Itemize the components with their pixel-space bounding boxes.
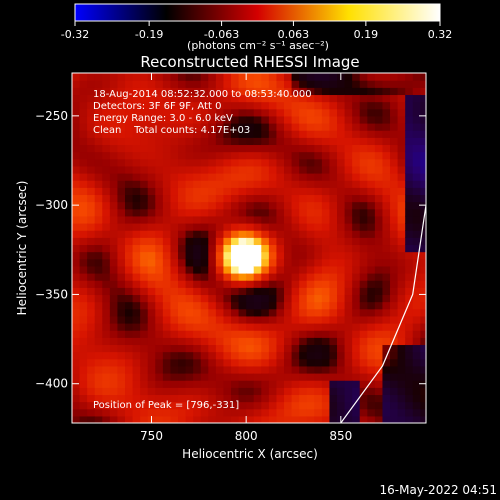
colorbar-tick-label: 0.19	[354, 28, 379, 41]
peak-position-label: Position of Peak = [796,-331]	[93, 400, 239, 411]
x-axis-label: Heliocentric X (arcsec)	[182, 447, 318, 461]
annotation-time-range: 18-Aug-2014 08:52:32.000 to 08:53:40.000	[93, 89, 312, 100]
chart-title: Reconstructed RHESSI Image	[140, 53, 359, 71]
colorbar-tick-label: 0.063	[278, 28, 310, 41]
colorbar-ticks: -0.32 -0.19 -0.063 0.063 0.19 0.32	[61, 21, 452, 41]
x-tick-label: 750	[140, 429, 163, 443]
y-tick-label: −250	[35, 109, 68, 123]
annotation-clean-counts: Clean Total counts: 4.17E+03	[93, 125, 250, 136]
x-axis-ticks: 750 800 850	[140, 73, 352, 443]
colorbar-tick-label: -0.063	[204, 28, 239, 41]
x-tick-label: 850	[329, 429, 352, 443]
heatmap	[72, 73, 426, 423]
annotation-detectors: Detectors: 3F 6F 9F, Att 0	[93, 101, 221, 112]
annotation-energy-range: Energy Range: 3.0 - 6.0 keV	[93, 113, 233, 124]
colorbar-tick-label: -0.19	[135, 28, 163, 41]
y-tick-label: −400	[35, 377, 68, 391]
plot-frame	[71, 72, 427, 424]
footer-date: 16-May-2022 04:51	[380, 483, 497, 497]
y-axis-ticks: −400 −350 −300 −250	[35, 109, 426, 391]
colorbar-unit-label: (photons cm⁻² s⁻¹ asec⁻²)	[187, 39, 329, 52]
heatmap-cells	[72, 73, 426, 423]
colorbar-tick-label: 0.32	[428, 28, 453, 41]
y-tick-label: −300	[35, 198, 68, 212]
x-tick-label: 800	[235, 429, 258, 443]
y-axis-label: Heliocentric Y (arcsec)	[15, 181, 29, 316]
colorbar-tick-label: -0.32	[61, 28, 89, 41]
solar-limb-curve	[340, 205, 426, 423]
colorbar	[74, 3, 441, 22]
y-tick-label: −350	[35, 287, 68, 301]
